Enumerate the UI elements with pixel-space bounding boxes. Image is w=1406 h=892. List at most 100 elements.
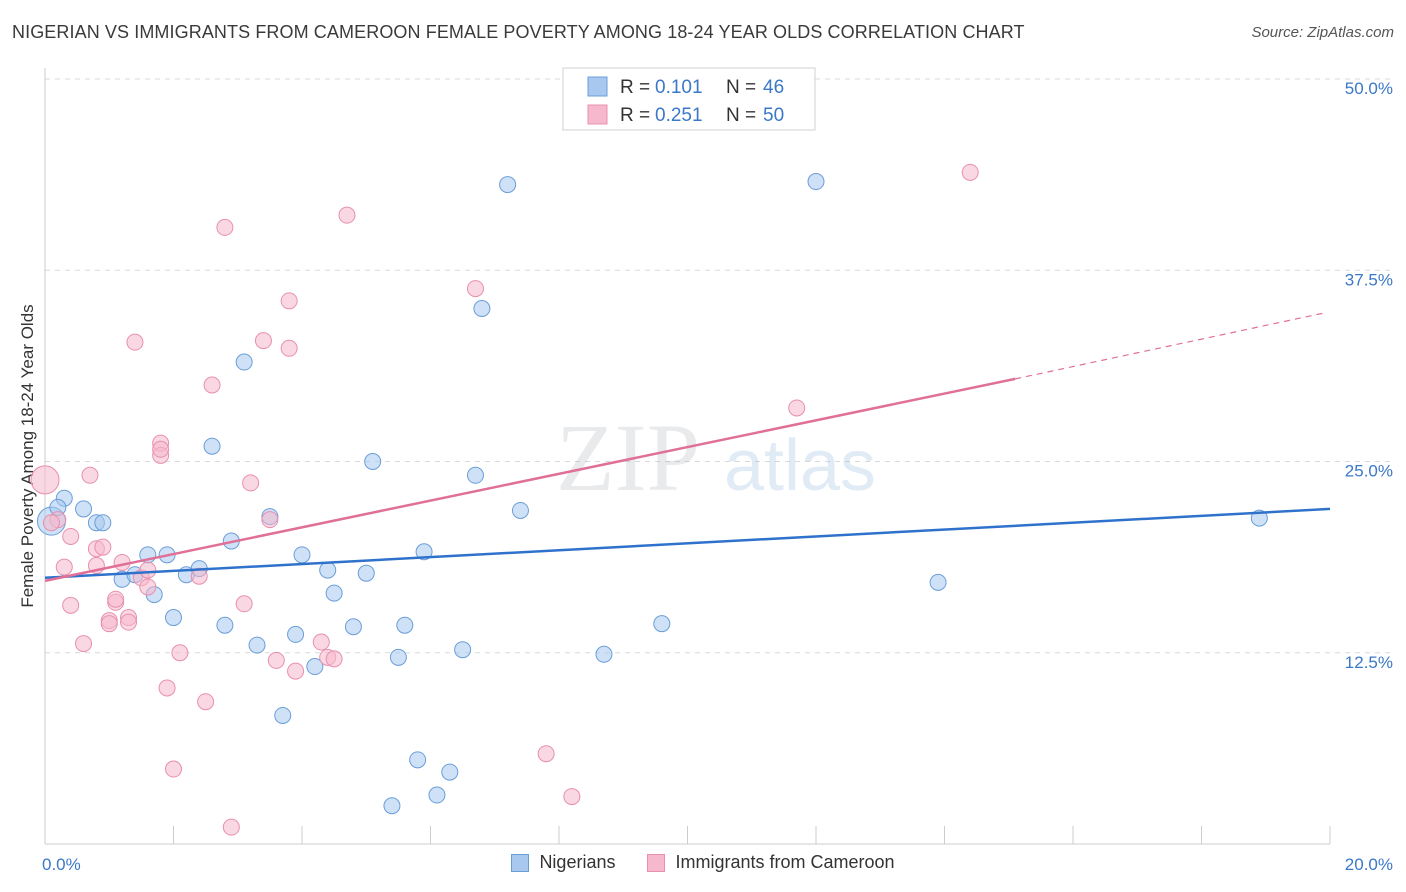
y-tick-label: 50.0% xyxy=(1345,79,1393,98)
points xyxy=(30,163,1268,836)
cameroon-point xyxy=(203,376,221,394)
legend-r-label: R = xyxy=(620,105,650,126)
legend-swatch-cameroon xyxy=(647,853,666,872)
cameroon-point xyxy=(190,567,208,585)
legend-item-cameroon[interactable]: Immigrants from Cameroon xyxy=(647,852,895,873)
y-tick-label: 25.0% xyxy=(1345,462,1393,481)
legend-item-nigerians[interactable]: Nigerians xyxy=(511,852,615,873)
cameroon-point xyxy=(280,339,298,357)
nigerian-point xyxy=(595,645,613,663)
legend-bottom: Nigerians Immigrants from Cameroon xyxy=(0,852,1406,873)
nigerian-point xyxy=(274,706,292,724)
cameroon-point xyxy=(287,662,305,680)
watermark: ZIP atlas xyxy=(556,404,876,511)
nigerian-point xyxy=(807,173,825,191)
cameroon-point xyxy=(81,466,99,484)
nigerian-point xyxy=(653,615,671,633)
nigerian-point xyxy=(306,658,324,676)
grid-lines: 12.5% 25.0% 37.5% 50.0% xyxy=(45,78,1393,672)
cameroon-point xyxy=(254,332,272,350)
watermark-zip: ZIP xyxy=(556,404,700,511)
y-tick-label: 12.5% xyxy=(1345,653,1393,672)
nigerian-point xyxy=(357,564,375,582)
nigerian-point xyxy=(389,648,407,666)
cameroon-point xyxy=(242,474,260,492)
cameroon-point xyxy=(165,760,182,778)
nigerian-point xyxy=(344,618,362,636)
nigerian-point xyxy=(409,751,427,769)
cameroon-point xyxy=(139,561,157,579)
cameroon-point xyxy=(563,788,581,806)
cameroon-trend-extension xyxy=(1015,312,1324,380)
y-tick-label: 37.5% xyxy=(1345,270,1393,289)
legend-swatch-nigerians xyxy=(511,853,530,872)
nigerian-point xyxy=(428,786,446,804)
legend-swatch-pink xyxy=(587,104,608,125)
cameroon-trend-line xyxy=(44,377,1016,583)
nigerian-point xyxy=(415,543,433,561)
legend-label-nigerians: Nigerians xyxy=(539,852,616,872)
legend-n-value: 50 xyxy=(763,105,784,126)
cameroon-point xyxy=(139,578,157,596)
cameroon-point xyxy=(961,163,979,181)
cameroon-point xyxy=(158,679,176,697)
legend-n-label: N = xyxy=(726,77,756,98)
nigerian-point xyxy=(364,453,382,470)
nigerian-point xyxy=(287,625,305,643)
nigerian-point xyxy=(511,501,529,519)
cameroon-point xyxy=(30,465,60,495)
nigerian-point xyxy=(499,176,517,194)
nigerian-point xyxy=(75,500,93,518)
cameroon-point xyxy=(171,644,189,662)
nigerian-point xyxy=(203,437,221,455)
cameroon-point xyxy=(466,280,484,298)
nigerian-point xyxy=(248,636,266,654)
cameroon-point xyxy=(75,635,93,653)
axes: 0.0% 20.0% xyxy=(42,68,1393,874)
cameroon-point xyxy=(107,590,125,608)
cameroon-point xyxy=(267,651,285,669)
nigerian-point xyxy=(319,561,337,579)
source-label: Source: ZipAtlas.com xyxy=(1251,24,1394,41)
cameroon-point xyxy=(235,595,253,613)
nigerian-point xyxy=(235,353,253,371)
nigerian-point xyxy=(396,616,414,634)
cameroon-point xyxy=(222,818,240,836)
x-tick-label: 0.0% xyxy=(42,855,81,874)
cameroon-point xyxy=(261,511,279,529)
nigerian-point xyxy=(454,641,472,659)
nigerian-point xyxy=(94,514,112,532)
nigerian-point xyxy=(165,609,182,627)
cameroon-point xyxy=(325,650,343,668)
legend-label-cameroon: Immigrants from Cameroon xyxy=(675,852,895,872)
cameroon-point xyxy=(280,292,298,310)
x-tick-label: 20.0% xyxy=(1345,855,1393,874)
nigerian-point xyxy=(325,584,343,602)
legend-r-label: R = xyxy=(620,77,650,98)
cameroon-point xyxy=(62,596,80,614)
nigerian-point xyxy=(441,763,459,781)
nigerian-point xyxy=(293,546,311,564)
cameroon-point xyxy=(197,693,215,711)
nigerian-point xyxy=(383,797,401,815)
legend-r-value: 0.101 xyxy=(655,77,703,98)
nigerian-point xyxy=(466,466,484,484)
cameroon-point xyxy=(312,633,330,651)
nigerian-trend-line xyxy=(44,507,1331,580)
trend-lines xyxy=(44,312,1331,583)
cameroon-point xyxy=(152,440,170,458)
cameroon-point xyxy=(42,514,60,532)
nigerian-point xyxy=(473,300,491,317)
cameroon-point xyxy=(338,206,356,224)
cameroon-point xyxy=(788,399,806,417)
cameroon-point xyxy=(100,615,118,633)
legend-swatch-blue xyxy=(587,76,608,97)
chart-title: NIGERIAN VS IMMIGRANTS FROM CAMEROON FEM… xyxy=(12,22,1025,42)
watermark-atlas: atlas xyxy=(724,426,876,506)
cameroon-point xyxy=(120,613,138,631)
cameroon-point xyxy=(216,218,234,236)
cameroon-point xyxy=(55,558,73,576)
nigerian-point xyxy=(216,616,234,634)
cameroon-point xyxy=(62,527,80,545)
